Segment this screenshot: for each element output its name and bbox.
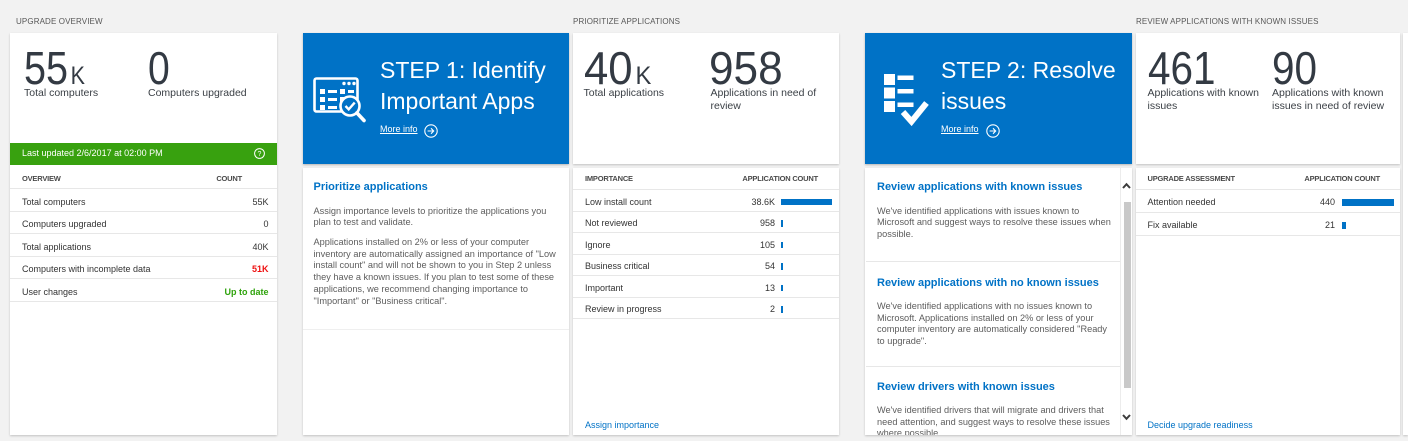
svg-text:?: ? [257, 151, 261, 158]
